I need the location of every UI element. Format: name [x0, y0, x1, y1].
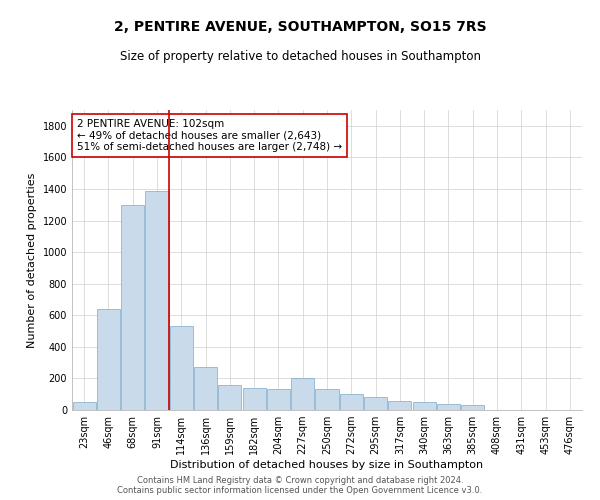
Bar	[97, 309, 120, 410]
Bar	[340, 394, 363, 410]
Y-axis label: Number of detached properties: Number of detached properties	[27, 172, 37, 348]
Bar	[145, 190, 169, 410]
Text: Size of property relative to detached houses in Southampton: Size of property relative to detached ho…	[119, 50, 481, 63]
Text: Contains HM Land Registry data © Crown copyright and database right 2024.: Contains HM Land Registry data © Crown c…	[137, 476, 463, 485]
X-axis label: Distribution of detached houses by size in Southampton: Distribution of detached houses by size …	[170, 460, 484, 470]
Bar	[194, 368, 217, 410]
Bar	[121, 204, 144, 410]
Bar	[291, 378, 314, 410]
Bar	[437, 404, 460, 410]
Bar	[267, 390, 290, 410]
Bar	[388, 400, 412, 410]
Bar	[316, 390, 338, 410]
Bar	[364, 398, 387, 410]
Text: 2, PENTIRE AVENUE, SOUTHAMPTON, SO15 7RS: 2, PENTIRE AVENUE, SOUTHAMPTON, SO15 7RS	[113, 20, 487, 34]
Bar	[170, 326, 193, 410]
Bar	[218, 384, 241, 410]
Bar	[461, 406, 484, 410]
Text: Contains public sector information licensed under the Open Government Licence v3: Contains public sector information licen…	[118, 486, 482, 495]
Text: 2 PENTIRE AVENUE: 102sqm
← 49% of detached houses are smaller (2,643)
51% of sem: 2 PENTIRE AVENUE: 102sqm ← 49% of detach…	[77, 119, 342, 152]
Bar	[73, 402, 95, 410]
Bar	[242, 388, 266, 410]
Bar	[413, 402, 436, 410]
